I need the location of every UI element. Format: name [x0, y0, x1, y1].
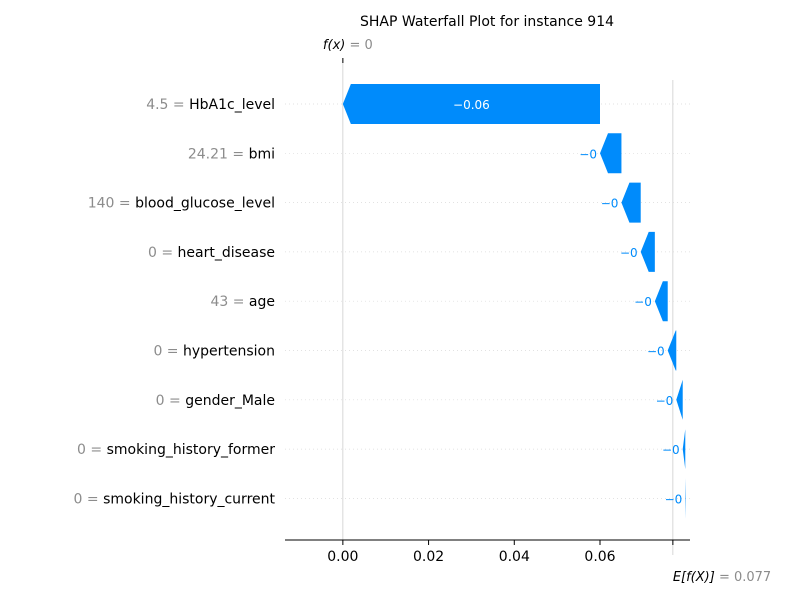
- bar-HbA1c_level: [342, 84, 600, 124]
- bar-age: [654, 281, 668, 322]
- feature-value: 0 =: [74, 491, 104, 507]
- feature-value: 43 =: [210, 294, 248, 310]
- x-tick-label: 0.06: [584, 549, 615, 565]
- feature-name: bmi: [249, 146, 275, 162]
- x-tick-label: 0.00: [327, 549, 358, 565]
- feature-name: gender_Male: [185, 393, 275, 409]
- feature-label-smoking_history_former: 0 = smoking_history_former: [77, 442, 275, 458]
- feature-value: 0 =: [156, 393, 186, 409]
- feature-label-HbA1c_level: 4.5 = HbA1c_level: [146, 97, 275, 113]
- bar-label-age: −0: [634, 295, 652, 309]
- plot-area: −0.06 4.5 = HbA1c_level −0 24.21 = bmi −0 140…: [74, 58, 690, 565]
- efx-eq: = 0.077: [719, 570, 771, 585]
- feature-value: 0 =: [153, 344, 183, 360]
- feature-name: hypertension: [183, 344, 275, 360]
- feature-name: blood_glucose_level: [135, 196, 275, 212]
- feature-name: age: [249, 294, 275, 310]
- x-tick-label: 0.02: [413, 549, 444, 565]
- feature-name: smoking_history_current: [103, 491, 275, 507]
- x-tick-label: 0.04: [499, 549, 530, 565]
- feature-value: 24.21 =: [188, 146, 249, 162]
- bar-heart_disease: [640, 231, 655, 272]
- feature-label-smoking_history_current: 0 = smoking_history_current: [74, 491, 276, 507]
- fx-name: f(x): [323, 38, 350, 53]
- bar-label-smoking_history_current: −0: [665, 492, 683, 506]
- feature-name: HbA1c_level: [189, 97, 275, 113]
- feature-label-hypertension: 0 = hypertension: [153, 344, 275, 360]
- feature-label-bmi: 24.21 = bmi: [188, 146, 275, 162]
- feature-label-gender_Male: 0 = gender_Male: [156, 393, 275, 409]
- feature-value: 140 =: [88, 196, 135, 212]
- bar-label-blood_glucose_level: −0: [601, 197, 619, 211]
- feature-label-heart_disease: 0 = heart_disease: [148, 245, 275, 261]
- chart-title: SHAP Waterfall Plot for instance 914: [360, 14, 614, 30]
- fx-label: f(x) = 0: [323, 38, 373, 53]
- efx-label: E[f(X)] = 0.077: [673, 570, 771, 585]
- feature-label-blood_glucose_level: 140 = blood_glucose_level: [88, 196, 275, 212]
- fx-text: f(x) = 0: [323, 38, 373, 53]
- feature-label-age: 43 = age: [210, 294, 275, 310]
- feature-value: 0 =: [77, 442, 107, 458]
- bar-gender_Male: [676, 379, 683, 420]
- feature-name: smoking_history_former: [107, 442, 276, 458]
- feature-value: 4.5 =: [146, 97, 189, 113]
- bar-bmi: [600, 133, 622, 174]
- bar-blood_glucose_level: [621, 182, 641, 223]
- efx-text: E[f(X)] = 0.077: [673, 570, 771, 585]
- bar-label-hypertension: −0: [647, 345, 665, 359]
- fx-eq: = 0: [349, 38, 372, 53]
- bar-label-bmi: −0: [579, 147, 597, 161]
- bar-label-gender_Male: −0: [656, 394, 674, 408]
- bar-hypertension: [667, 330, 677, 371]
- bar-label-heart_disease: −0: [620, 246, 638, 260]
- bar-smoking_history_former: [682, 429, 686, 470]
- bar-label-smoking_history_former: −0: [662, 443, 680, 457]
- feature-name: heart_disease: [178, 245, 275, 261]
- bar-label-HbA1c_level: −0.06: [453, 98, 490, 112]
- feature-value: 0 =: [148, 245, 178, 261]
- efx-name: E[f(X)]: [673, 570, 719, 585]
